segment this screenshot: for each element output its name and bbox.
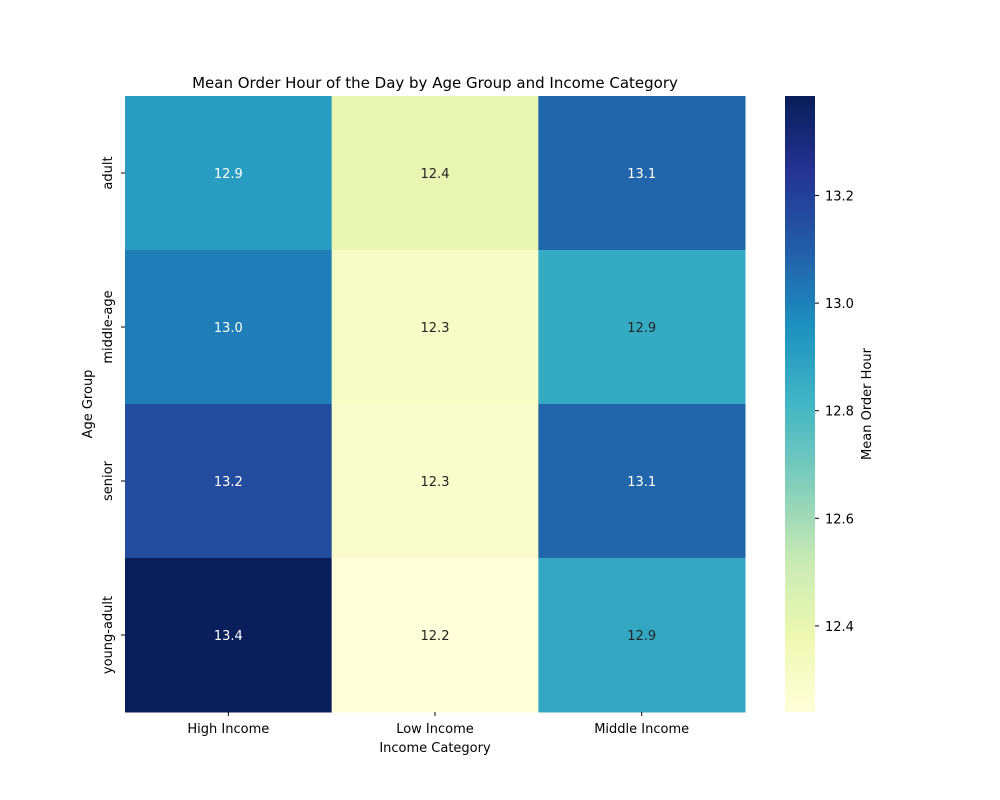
cell-value-label: 12.9 (214, 167, 243, 182)
heatmap-cell (331, 404, 539, 559)
y-tick-label: senior (101, 460, 116, 501)
colorbar-tick-label: 12.8 (825, 405, 854, 420)
heatmap-cell (331, 96, 539, 251)
x-tick-label: High Income (187, 722, 269, 737)
heatmap-cell (538, 250, 746, 405)
x-tick-label: Middle Income (594, 722, 689, 737)
cell-value-label: 13.4 (214, 629, 243, 644)
heatmap-cell (331, 558, 539, 713)
chart-title: Mean Order Hour of the Day by Age Group … (192, 74, 678, 92)
y-tick-label: young-adult (101, 596, 116, 674)
colorbar-label: Mean Order Hour (860, 347, 875, 460)
cell-value-label: 13.0 (214, 321, 243, 336)
cell-value-label: 13.2 (214, 475, 243, 490)
cell-value-label: 12.9 (627, 629, 656, 644)
colorbar-ticks: 12.4 12.6 12.8 13.0 13.2 (815, 190, 854, 635)
colorbar-tick-label: 12.6 (825, 512, 854, 527)
heatmap-cell (538, 558, 746, 713)
heatmap-cell (331, 250, 539, 405)
heatmap-cells: 12.9 12.4 13.1 13.0 12.3 12.9 13.2 12.3 13.1 13.4… (125, 96, 746, 713)
x-axis-ticks: High Income Low Income Middle Income (187, 712, 689, 737)
cell-value-label: 12.2 (421, 629, 450, 644)
heatmap-cell (125, 558, 333, 713)
cell-value-label: 13.1 (627, 475, 656, 490)
cell-value-label: 12.3 (421, 475, 450, 490)
x-tick-label: Low Income (396, 722, 474, 737)
y-tick-label: adult (101, 156, 116, 189)
heatmap-cell (538, 404, 746, 559)
heatmap-cell (125, 404, 333, 559)
colorbar (785, 96, 815, 712)
cell-value-label: 12.9 (627, 321, 656, 336)
y-axis-ticks: adult middle-age senior young-adult (101, 156, 125, 674)
heatmap-cell (125, 96, 333, 251)
colorbar-tick-label: 13.2 (825, 190, 854, 205)
colorbar-tick-label: 12.4 (825, 620, 854, 635)
cell-value-label: 12.3 (421, 321, 450, 336)
cell-value-label: 13.1 (627, 167, 656, 182)
heatmap-cell (538, 96, 746, 251)
heatmap-cell (125, 250, 333, 405)
y-tick-label: middle-age (101, 290, 116, 363)
colorbar-tick-label: 13.0 (825, 297, 854, 312)
y-axis-label: Age Group (81, 370, 96, 439)
cell-value-label: 12.4 (421, 167, 450, 182)
x-axis-label: Income Category (379, 741, 491, 756)
